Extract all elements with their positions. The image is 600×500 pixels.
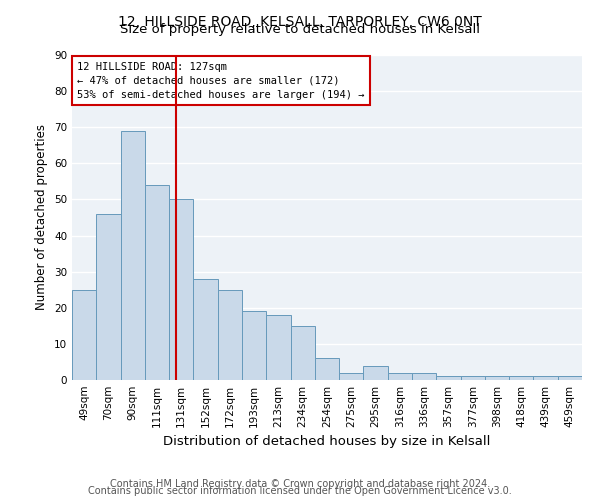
X-axis label: Distribution of detached houses by size in Kelsall: Distribution of detached houses by size … bbox=[163, 436, 491, 448]
Text: Contains HM Land Registry data © Crown copyright and database right 2024.: Contains HM Land Registry data © Crown c… bbox=[110, 479, 490, 489]
Bar bbox=[145, 185, 169, 380]
Text: Size of property relative to detached houses in Kelsall: Size of property relative to detached ho… bbox=[120, 22, 480, 36]
Y-axis label: Number of detached properties: Number of detached properties bbox=[35, 124, 49, 310]
Text: 12, HILLSIDE ROAD, KELSALL, TARPORLEY, CW6 0NT: 12, HILLSIDE ROAD, KELSALL, TARPORLEY, C… bbox=[118, 15, 482, 29]
Bar bbox=[558, 376, 582, 380]
Bar bbox=[461, 376, 485, 380]
Bar bbox=[388, 373, 412, 380]
Bar bbox=[96, 214, 121, 380]
Bar bbox=[436, 376, 461, 380]
Bar bbox=[121, 131, 145, 380]
Bar bbox=[266, 315, 290, 380]
Bar bbox=[485, 376, 509, 380]
Bar bbox=[412, 373, 436, 380]
Bar bbox=[339, 373, 364, 380]
Bar bbox=[315, 358, 339, 380]
Bar bbox=[290, 326, 315, 380]
Bar bbox=[218, 290, 242, 380]
Bar bbox=[533, 376, 558, 380]
Text: 12 HILLSIDE ROAD: 127sqm
← 47% of detached houses are smaller (172)
53% of semi-: 12 HILLSIDE ROAD: 127sqm ← 47% of detach… bbox=[77, 62, 365, 100]
Bar bbox=[364, 366, 388, 380]
Bar bbox=[509, 376, 533, 380]
Bar bbox=[169, 200, 193, 380]
Bar bbox=[72, 290, 96, 380]
Bar bbox=[193, 279, 218, 380]
Text: Contains public sector information licensed under the Open Government Licence v3: Contains public sector information licen… bbox=[88, 486, 512, 496]
Bar bbox=[242, 312, 266, 380]
